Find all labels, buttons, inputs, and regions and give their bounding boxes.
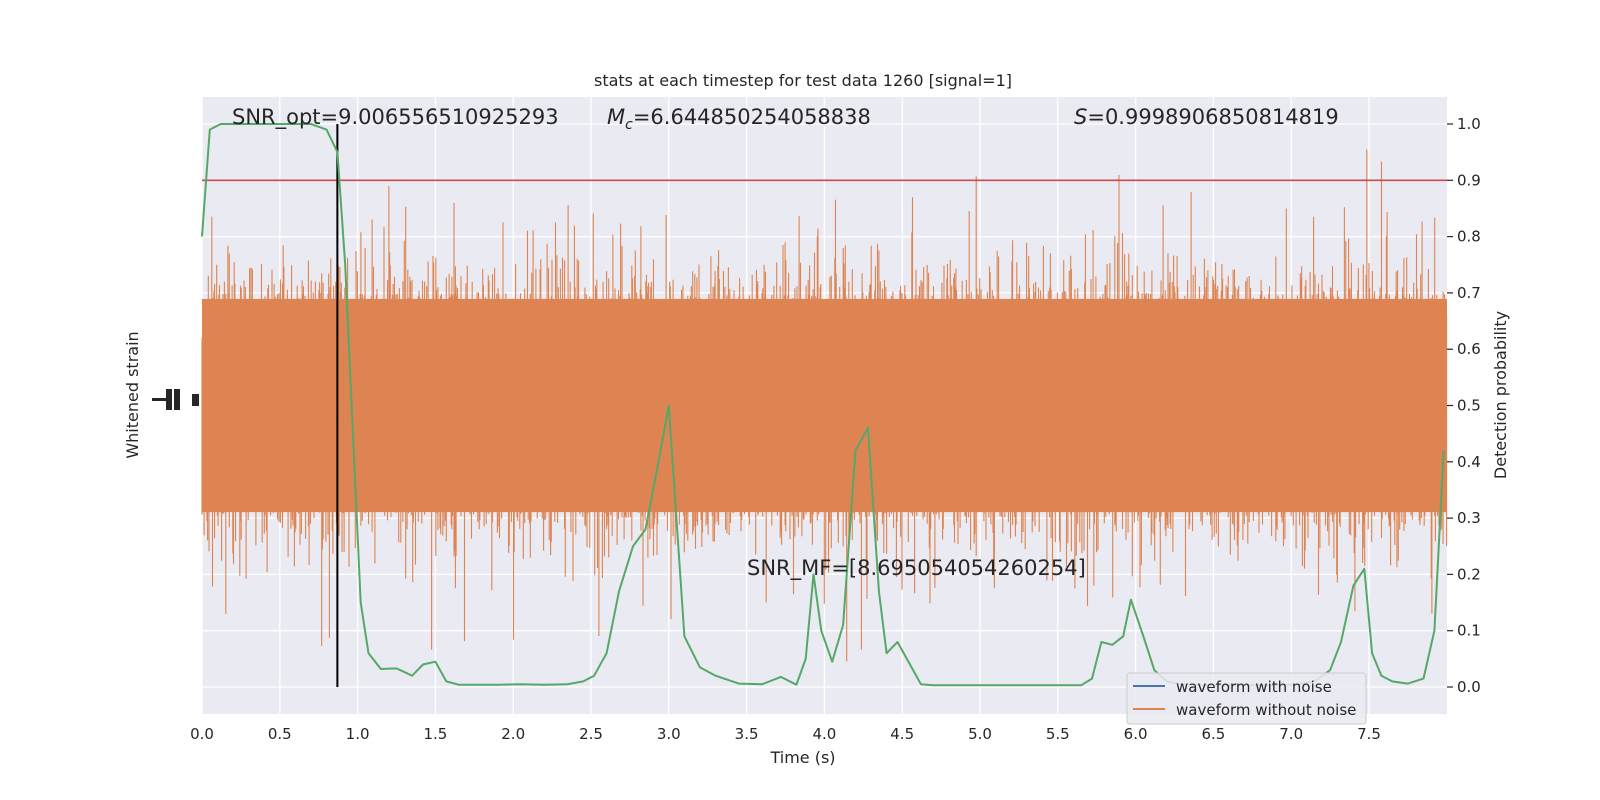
y-tick-label: 0.6 bbox=[1457, 340, 1481, 358]
y-axis-left-label: Whitened strain bbox=[123, 331, 142, 458]
x-tick-label: 4.5 bbox=[890, 725, 914, 743]
overlap-annotation: S=0.9998906850814819 bbox=[1074, 105, 1339, 129]
x-tick-label: 3.0 bbox=[657, 725, 681, 743]
left-axis-collapsed-ticks bbox=[152, 389, 199, 410]
chart-title: stats at each timestep for test data 126… bbox=[594, 71, 1012, 90]
y-tick-label: 0.5 bbox=[1457, 397, 1481, 415]
x-tick-label: 3.5 bbox=[735, 725, 759, 743]
x-tick-label: 4.0 bbox=[812, 725, 836, 743]
x-tick-label: 5.5 bbox=[1046, 725, 1070, 743]
strain-spikes bbox=[201, 149, 1448, 662]
x-axis-ticks: 0.0 0.5 1.0 1.5 2.0 2.5 3.0 3.5 4.0 4.5 5.0 5.5 6.0 6… bbox=[190, 725, 1381, 743]
x-tick-label: 6.5 bbox=[1201, 725, 1225, 743]
x-tick-label: 5.0 bbox=[968, 725, 992, 743]
x-tick-label: 7.0 bbox=[1279, 725, 1303, 743]
x-tick-label: 6.0 bbox=[1124, 725, 1148, 743]
y-tick-label: 1.0 bbox=[1457, 115, 1481, 133]
x-tick-label: 0.5 bbox=[268, 725, 292, 743]
y-tick-label: 0.7 bbox=[1457, 284, 1481, 302]
x-tick-label: 0.0 bbox=[190, 725, 214, 743]
y-axis-right-label: Detection probability bbox=[1491, 311, 1510, 479]
legend-label-with-noise: waveform with noise bbox=[1176, 678, 1332, 696]
legend: waveform with noise waveform without noi… bbox=[1126, 672, 1367, 725]
y-tick-label: 0.8 bbox=[1457, 228, 1481, 246]
x-tick-label: 1.0 bbox=[346, 725, 370, 743]
snr-mf-annotation: SNR_MF=[8.695054054260254] bbox=[747, 556, 1086, 581]
y-tick-label: 0.4 bbox=[1457, 453, 1481, 471]
strain-trace bbox=[201, 149, 1448, 662]
y-tick-label: 0.2 bbox=[1457, 565, 1481, 583]
y-tick-label: 0.0 bbox=[1457, 678, 1481, 696]
legend-label-without-noise: waveform without noise bbox=[1176, 701, 1356, 719]
y-axis-right-ticks: 0.0 0.1 0.2 0.3 0.4 0.5 0.6 0.7 0.8 0.9 1.0 bbox=[1447, 115, 1481, 696]
x-tick-label: 1.5 bbox=[423, 725, 447, 743]
y-tick-label: 0.3 bbox=[1457, 509, 1481, 527]
x-tick-label: 7.5 bbox=[1357, 725, 1381, 743]
snr-opt-annotation: SNR_opt=9.006556510925293 bbox=[232, 105, 559, 130]
x-tick-label: 2.0 bbox=[501, 725, 525, 743]
chirp-mass-annotation: Mc=6.644850254058838 bbox=[607, 105, 871, 133]
x-tick-label: 2.5 bbox=[579, 725, 603, 743]
x-axis-label: Time (s) bbox=[769, 748, 835, 767]
y-tick-label: 0.9 bbox=[1457, 171, 1481, 189]
y-tick-label: 0.1 bbox=[1457, 622, 1481, 640]
